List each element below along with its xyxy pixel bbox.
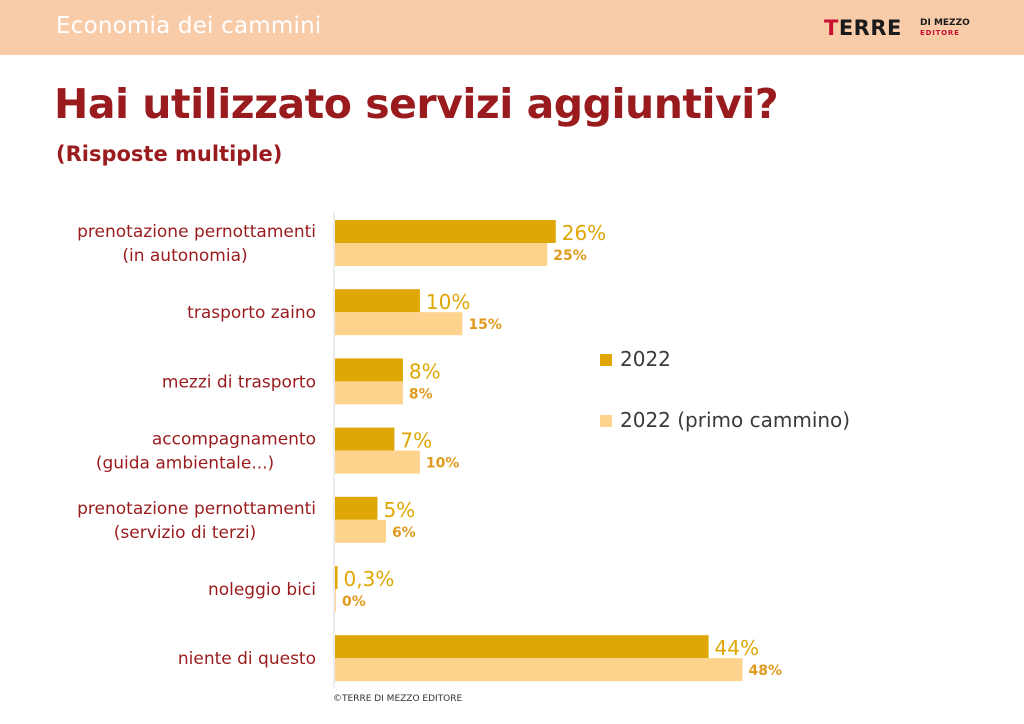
bar-primo-cammino (335, 243, 548, 266)
bar-2022 (335, 635, 709, 659)
section-title: Economia dei cammini (56, 13, 322, 39)
bar-primo-cammino (335, 450, 420, 474)
data-label-2022: 26% (562, 221, 606, 245)
data-label-primo-cammino: 48% (749, 663, 783, 679)
bar-2022 (335, 566, 338, 589)
chart-title: Hai utilizzato servizi aggiuntivi? (54, 80, 779, 128)
legend-label: 2022 (620, 347, 671, 371)
category-label: accompagnamento (152, 430, 316, 450)
logo-initial: T (824, 16, 839, 40)
data-label-2022: 44% (715, 636, 759, 660)
bar-primo-cammino (335, 381, 403, 405)
logo-sub-2: EDITORE (920, 29, 960, 37)
category-label: (servizio di terzi) (114, 523, 256, 543)
category-label: noleggio bici (208, 580, 316, 600)
legend-swatch (600, 354, 612, 366)
bar-2022 (335, 358, 403, 382)
bar-2022 (335, 496, 378, 520)
logo-word: ERRE (838, 16, 902, 40)
category-label: (guida ambientale...) (96, 454, 274, 474)
bar-2022 (335, 427, 395, 451)
category-label: niente di questo (178, 649, 316, 669)
category-label: prenotazione pernottamenti (77, 222, 316, 242)
data-label-primo-cammino: 8% (409, 386, 433, 402)
copyright-footer: ©TERRE DI MEZZO EDITORE (333, 694, 463, 704)
data-label-2022: 10% (426, 290, 470, 314)
bar-2022 (335, 220, 556, 243)
data-label-2022: 5% (383, 498, 415, 522)
data-label-primo-cammino: 6% (392, 525, 416, 541)
data-label-primo-cammino: 0% (342, 594, 366, 610)
header-bar: Economia dei cammini TERRE DI MEZZO EDIT… (0, 0, 1024, 55)
category-label: prenotazione pernottamenti (77, 499, 316, 519)
logo-sub-1: DI MEZZO (920, 18, 970, 28)
legend-label: 2022 (primo cammino) (620, 408, 850, 432)
bar-2022 (335, 289, 420, 313)
bar-primo-cammino (335, 519, 386, 543)
category-label: (in autonomia) (122, 246, 247, 266)
bar-primo-cammino (335, 658, 743, 682)
legend-swatch (600, 415, 612, 427)
category-label: trasporto zaino (187, 303, 316, 323)
data-label-2022: 0,3% (344, 567, 395, 591)
data-label-2022: 8% (409, 359, 441, 383)
bar-primo-cammino (335, 312, 463, 336)
data-label-primo-cammino: 25% (553, 248, 587, 264)
data-label-primo-cammino: 15% (468, 317, 502, 333)
bar-primo-cammino (335, 589, 336, 612)
data-label-2022: 7% (400, 429, 432, 453)
category-label: mezzi di trasporto (162, 372, 316, 392)
data-label-primo-cammino: 10% (426, 456, 460, 472)
chart-subtitle: (Risposte multiple) (56, 142, 283, 166)
